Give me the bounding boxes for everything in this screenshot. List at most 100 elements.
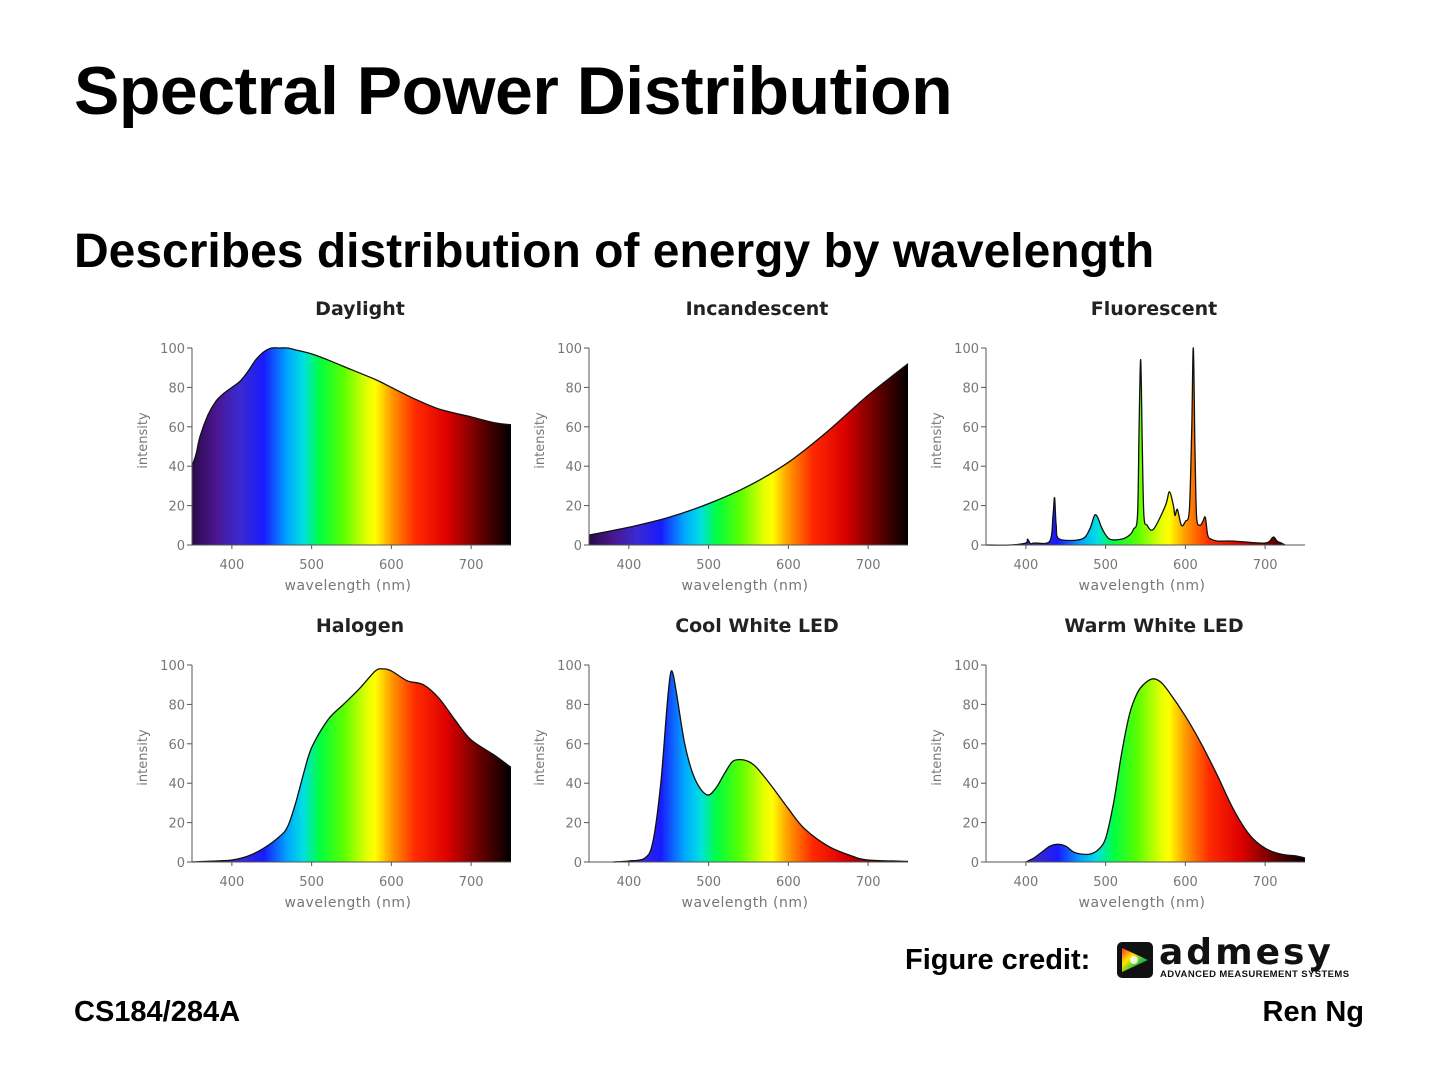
y-tick-label: 100 bbox=[954, 659, 979, 674]
x-tick-label: 400 bbox=[219, 875, 244, 890]
x-tick-label: 500 bbox=[299, 558, 324, 573]
spectrum-area bbox=[1025, 678, 1305, 862]
y-tick-label: 80 bbox=[962, 698, 979, 713]
y-tick-label: 0 bbox=[177, 856, 185, 871]
y-tick-label: 60 bbox=[168, 421, 185, 436]
y-tick-label: 40 bbox=[962, 460, 979, 475]
x-tick-label: 700 bbox=[1253, 558, 1278, 573]
y-axis-label: intensity bbox=[533, 729, 548, 786]
spectrum-curve bbox=[191, 347, 512, 467]
x-axis-label: wavelength (nm) bbox=[682, 578, 809, 594]
chart-title: Daylight bbox=[315, 298, 405, 320]
x-axis-label: wavelength (nm) bbox=[285, 578, 412, 594]
y-tick-label: 0 bbox=[574, 539, 582, 554]
x-tick-label: 600 bbox=[776, 558, 801, 573]
chart-title: Cool White LED bbox=[675, 615, 839, 637]
spectrum-area bbox=[986, 347, 1286, 546]
x-axis-label: wavelength (nm) bbox=[285, 895, 412, 911]
chart-title: Incandescent bbox=[686, 298, 829, 320]
y-tick-label: 60 bbox=[962, 738, 979, 753]
x-tick-label: 500 bbox=[1093, 875, 1118, 890]
y-tick-label: 100 bbox=[160, 342, 185, 357]
x-tick-label: 600 bbox=[1173, 875, 1198, 890]
y-tick-label: 80 bbox=[168, 381, 185, 396]
course-code: CS184/284A bbox=[74, 996, 241, 1028]
y-axis-label: intensity bbox=[930, 729, 945, 786]
y-tick-label: 0 bbox=[971, 856, 979, 871]
spectrum-curve bbox=[1025, 678, 1306, 863]
y-axis-label: intensity bbox=[930, 412, 945, 469]
x-tick-label: 400 bbox=[219, 558, 244, 573]
y-tick-label: 20 bbox=[168, 817, 185, 832]
x-axis-label: wavelength (nm) bbox=[1079, 895, 1206, 911]
chart-panel: 0 20 40 60 80 100 400 500 600 700 Warm White LED wa… bbox=[930, 615, 1306, 911]
y-tick-label: 80 bbox=[565, 381, 582, 396]
chart-panel: 0 20 40 60 80 100 400 500 600 700 Fluorescent wavel… bbox=[930, 298, 1305, 594]
chart-panel: 0 20 40 60 80 100 400 500 600 700 Cool White LED wa… bbox=[533, 615, 909, 911]
y-tick-label: 80 bbox=[565, 698, 582, 713]
y-tick-label: 100 bbox=[954, 342, 979, 357]
y-tick-label: 20 bbox=[565, 817, 582, 832]
y-tick-label: 60 bbox=[168, 738, 185, 753]
x-axis-label: wavelength (nm) bbox=[682, 895, 809, 911]
chart-panel: 0 20 40 60 80 100 400 500 600 700 Incandescent wave… bbox=[533, 298, 909, 594]
y-tick-label: 60 bbox=[565, 421, 582, 436]
logo-wordmark: admesy bbox=[1159, 932, 1334, 973]
admesy-logo: admesy ADVANCED MEASUREMENT SYSTEMS bbox=[1117, 932, 1367, 986]
chart-panel: 0 20 40 60 80 100 400 500 600 700 Halogen wavelengt… bbox=[136, 615, 512, 911]
spectrum-area bbox=[192, 668, 511, 862]
admesy-logo-icon bbox=[1117, 942, 1153, 978]
spectrum-area bbox=[589, 363, 908, 545]
x-tick-label: 700 bbox=[1253, 875, 1278, 890]
x-tick-label: 600 bbox=[1173, 558, 1198, 573]
y-tick-label: 20 bbox=[565, 500, 582, 515]
y-tick-label: 100 bbox=[160, 659, 185, 674]
x-tick-label: 500 bbox=[299, 875, 324, 890]
y-tick-label: 80 bbox=[168, 698, 185, 713]
x-tick-label: 700 bbox=[856, 875, 881, 890]
y-tick-label: 0 bbox=[177, 539, 185, 554]
y-tick-label: 40 bbox=[565, 460, 582, 475]
y-tick-label: 60 bbox=[565, 738, 582, 753]
chart-title: Fluorescent bbox=[1091, 298, 1217, 320]
spectrum-area bbox=[192, 347, 511, 545]
x-tick-label: 700 bbox=[856, 558, 881, 573]
x-tick-label: 600 bbox=[776, 875, 801, 890]
y-axis-label: intensity bbox=[533, 412, 548, 469]
x-tick-label: 500 bbox=[696, 875, 721, 890]
x-tick-label: 500 bbox=[696, 558, 721, 573]
x-tick-label: 400 bbox=[616, 558, 641, 573]
x-tick-label: 600 bbox=[379, 558, 404, 573]
y-tick-label: 20 bbox=[962, 500, 979, 515]
spectrum-area bbox=[612, 670, 908, 862]
y-tick-label: 40 bbox=[168, 460, 185, 475]
spectrum-curve bbox=[588, 363, 909, 536]
spectrum-curve bbox=[191, 668, 512, 863]
y-tick-label: 40 bbox=[565, 777, 582, 792]
y-tick-label: 40 bbox=[962, 777, 979, 792]
spectrum-curve bbox=[612, 670, 909, 863]
slide-title: Spectral Power Distribution bbox=[74, 53, 953, 129]
y-tick-label: 80 bbox=[962, 381, 979, 396]
y-axis-label: intensity bbox=[136, 729, 151, 786]
x-tick-label: 400 bbox=[616, 875, 641, 890]
chart-title: Warm White LED bbox=[1064, 615, 1243, 637]
spectrum-curve bbox=[985, 347, 1286, 546]
figure-credit-label: Figure credit: bbox=[905, 944, 1091, 976]
x-tick-label: 400 bbox=[1013, 558, 1038, 573]
logo-tagline: ADVANCED MEASUREMENT SYSTEMS bbox=[1160, 969, 1350, 980]
y-axis-label: intensity bbox=[136, 412, 151, 469]
y-tick-label: 0 bbox=[574, 856, 582, 871]
y-tick-label: 100 bbox=[557, 659, 582, 674]
y-tick-label: 20 bbox=[962, 817, 979, 832]
x-tick-label: 700 bbox=[459, 558, 484, 573]
x-tick-label: 700 bbox=[459, 875, 484, 890]
y-tick-label: 20 bbox=[168, 500, 185, 515]
x-tick-label: 600 bbox=[379, 875, 404, 890]
x-tick-label: 400 bbox=[1013, 875, 1038, 890]
y-tick-label: 60 bbox=[962, 421, 979, 436]
x-tick-label: 500 bbox=[1093, 558, 1118, 573]
y-tick-label: 40 bbox=[168, 777, 185, 792]
slide-subtitle: Describes distribution of energy by wave… bbox=[74, 225, 1155, 278]
